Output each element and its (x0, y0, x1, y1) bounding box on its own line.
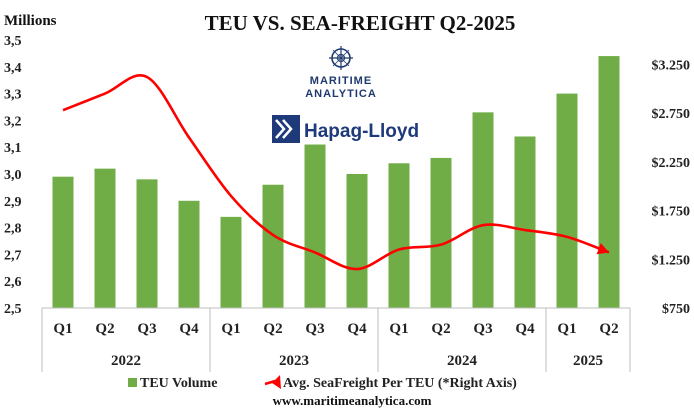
year-label: 2024 (447, 353, 478, 369)
legend-teu-label: TEU Volume (140, 376, 217, 391)
left-tick-label: 2,9 (4, 195, 22, 210)
hapag-lloyd-text: Hapag-Lloyd (304, 121, 419, 142)
right-tick-label: $1.750 (652, 205, 691, 220)
left-tick-label: 3,5 (4, 34, 22, 49)
year-label: 2023 (279, 353, 309, 369)
left-tick-label: 3,2 (4, 114, 22, 129)
line-series (62, 74, 610, 271)
quarter-label: Q3 (137, 321, 156, 337)
logo-line2: ANALYTICA (305, 88, 377, 100)
left-tick-label: 2,6 (4, 275, 22, 290)
quarter-label: Q1 (221, 321, 240, 337)
right-tick-label: $3.250 (652, 58, 691, 73)
right-tick-label: $2.750 (652, 107, 691, 122)
quarter-label: Q4 (515, 321, 535, 337)
legend: TEU Volume Avg. SeaFreight Per TEU (*Rig… (128, 375, 517, 391)
left-tick-label: 2,5 (4, 302, 22, 317)
bar (52, 176, 74, 308)
bar (94, 168, 116, 308)
left-axis-unit: Millions (4, 13, 57, 29)
bar (430, 157, 452, 308)
quarter-label: Q2 (263, 321, 282, 337)
legend-line-swatch (264, 375, 281, 389)
left-tick-label: 3,3 (4, 88, 22, 103)
freight-line-arrowhead (596, 242, 609, 255)
hapag-lloyd-logo: Hapag-Lloyd (272, 115, 419, 143)
year-label: 2025 (573, 353, 603, 369)
right-axis-ticks: $3.250 $2.750 $2.250 $1.750 $1.250 $750 (652, 58, 691, 317)
quarter-label: Q3 (305, 321, 324, 337)
right-tick-label: $1.250 (652, 253, 691, 268)
legend-bar-swatch (128, 378, 137, 387)
bar (262, 184, 284, 308)
website-url: www.maritimeanalytica.com (273, 393, 432, 408)
x-axis: Q1 Q2 Q3 Q4 Q1 Q2 Q3 Q4 Q1 Q2 Q3 Q4 Q1 Q2 2022 2023 2024… (41, 307, 631, 372)
bar (136, 179, 158, 308)
quarter-label: Q1 (557, 321, 576, 337)
compass-icon (329, 46, 353, 70)
left-tick-label: 2,8 (4, 222, 22, 237)
bar-series (52, 56, 620, 308)
quarter-label: Q2 (599, 321, 618, 337)
bar (304, 144, 326, 308)
right-tick-label: $750 (662, 302, 690, 317)
chart-title: TEU VS. SEA-FREIGHT Q2-2025 (205, 11, 516, 35)
quarter-label: Q4 (179, 321, 199, 337)
quarter-label: Q3 (473, 321, 492, 337)
logo-line1: MARITIME (310, 75, 372, 87)
bar (220, 216, 242, 308)
bar (346, 174, 368, 308)
bar (556, 93, 578, 308)
quarter-label: Q2 (95, 321, 114, 337)
left-axis-ticks: 3,5 3,4 3,3 3,2 3,1 3,0 2,9 2,8 2,7 2,6 2,5 (4, 34, 22, 317)
left-tick-label: 3,4 (4, 61, 22, 76)
bar (178, 200, 200, 308)
year-label: 2022 (111, 353, 141, 369)
hapag-chevron-icon (272, 115, 300, 143)
bar (388, 163, 410, 308)
quarter-label: Q1 (389, 321, 408, 337)
quarter-label: Q1 (53, 321, 72, 337)
freight-line (62, 74, 610, 271)
bar (472, 112, 494, 308)
left-tick-label: 3,1 (4, 141, 22, 156)
right-tick-label: $2.250 (652, 156, 691, 171)
bar (598, 56, 620, 308)
quarter-label: Q2 (431, 321, 450, 337)
quarter-label: Q4 (347, 321, 367, 337)
legend-freight-label: Avg. SeaFreight Per TEU (*Right Axis) (283, 376, 517, 391)
left-tick-label: 2,7 (4, 248, 22, 263)
maritime-analytica-logo: MARITIME ANALYTICA (305, 46, 377, 100)
bar (514, 136, 536, 308)
left-tick-label: 3,0 (4, 168, 22, 183)
